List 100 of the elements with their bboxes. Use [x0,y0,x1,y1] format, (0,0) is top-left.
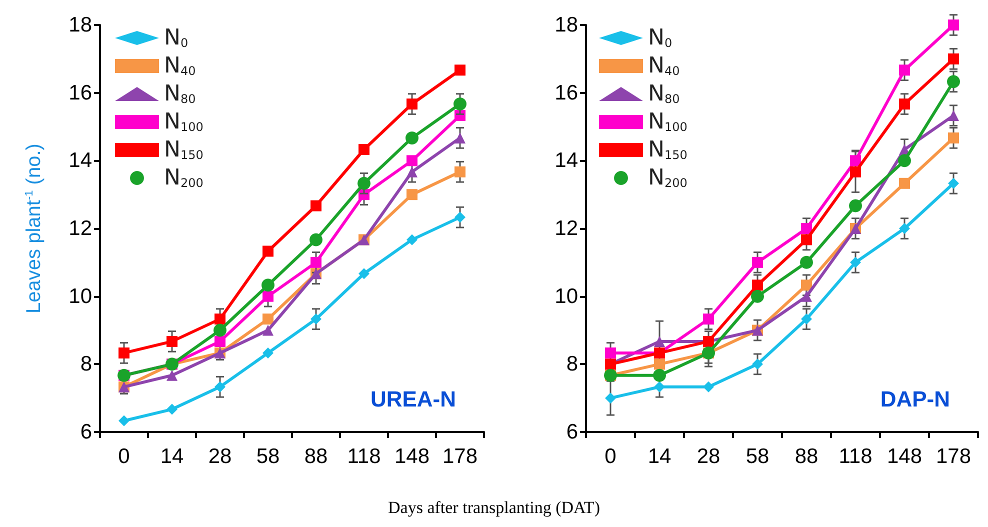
point [358,176,370,190]
point [653,368,666,382]
legend-label: N150 [164,138,204,162]
y-tick-label: 6 [80,420,92,444]
legend-label: N200 [648,166,688,190]
y-tick-label: 8 [80,352,92,376]
y-tick-label: 6 [566,420,578,444]
point [849,199,862,212]
y-tick-label: 10 [68,284,92,308]
point [801,280,812,291]
point [801,234,812,246]
point [948,20,959,30]
x-tick-label: 148 [394,445,430,468]
point [406,98,418,110]
x-tick-label: 0 [604,445,616,468]
point [800,256,813,269]
x-tick-label: 14 [648,445,672,468]
point [850,256,861,268]
point [262,347,274,358]
point [751,290,764,303]
y-tick-label: 14 [554,149,578,172]
point [948,53,959,64]
point [166,336,178,347]
point [899,178,910,189]
legend-label: N80 [648,82,680,106]
y-tick-label: 16 [68,81,92,104]
x-tick-label: 178 [936,445,972,468]
point [118,347,130,358]
point [454,132,466,144]
x-tick-label: 58 [746,445,770,468]
legend-label: N40 [164,54,196,78]
y-tick-label: 12 [554,217,578,240]
x-tick-label: 148 [886,445,922,468]
legend-label: N200 [164,166,204,190]
x-tick-label: 118 [347,445,381,468]
point [310,314,322,325]
x-tick-label: 58 [256,445,280,468]
point [947,75,960,88]
point [605,347,616,358]
point [406,234,418,246]
point [454,166,466,178]
point [310,233,322,246]
legend-label: N0 [648,26,672,50]
point [850,166,861,178]
point [166,370,178,381]
point [654,358,665,370]
point [948,110,959,122]
point [654,381,665,392]
point [899,98,910,110]
y-tick-label: 18 [554,14,578,36]
x-tick-label: 28 [696,445,720,468]
x-tick-label: 0 [118,445,130,468]
point [214,381,226,392]
point [752,280,763,291]
y-tick-label: 18 [68,14,92,36]
point [801,290,812,302]
point [454,98,466,111]
legend-label: N150 [648,138,688,162]
legend-label: N100 [648,110,688,134]
y-tick-label: 16 [554,81,578,104]
point [605,392,616,404]
point [262,246,274,257]
point [654,336,665,347]
point [752,256,763,268]
point [358,268,370,280]
x-tick-label: 28 [208,445,232,468]
x-tick-label: 118 [838,445,872,468]
point [262,290,274,302]
point [454,212,466,223]
point [118,415,130,426]
point [898,154,911,168]
point [948,132,959,144]
point [214,324,226,337]
point [214,314,226,325]
point [310,200,322,212]
point [262,314,274,325]
point [310,256,322,268]
x-tick-label: 14 [160,445,184,468]
y-tick-label: 8 [566,352,578,376]
y-tick-label: 12 [68,217,92,240]
y-axis-title: Leaves plant-1 (no.) [23,144,45,314]
annotation: UREA-N [370,386,456,412]
legend-label: N80 [164,82,196,106]
legend-label: N100 [164,110,204,134]
point [214,336,226,347]
legend-label: N0 [164,26,188,50]
point [454,64,466,76]
point [899,64,910,76]
point [406,155,418,166]
point [948,178,959,189]
x-axis-title: Days after transplanting (DAT) [387,498,601,518]
point [752,358,763,370]
point [850,155,861,166]
x-tick-label: 178 [442,445,478,468]
y-tick-label: 10 [554,284,578,308]
point [406,189,418,200]
point [166,404,178,415]
point [406,131,418,144]
y-tick-label: 14 [68,149,92,172]
point [358,144,370,155]
